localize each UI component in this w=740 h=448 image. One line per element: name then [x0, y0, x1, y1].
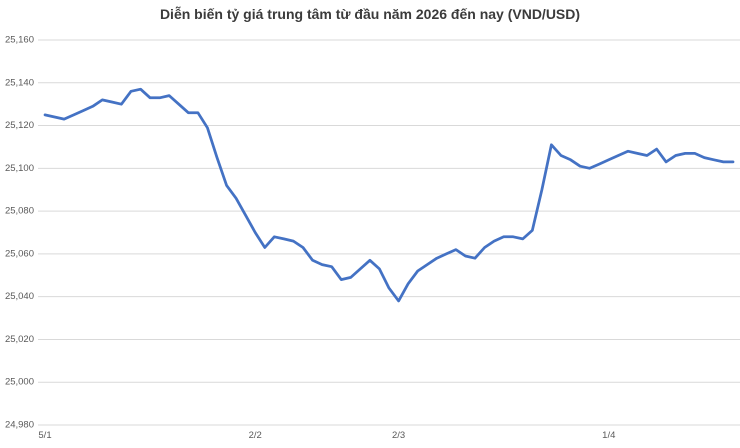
line-series: [43, 87, 735, 303]
y-axis-tick-label: 25,160: [5, 35, 34, 46]
y-axis-tick-label: 25,100: [5, 163, 34, 174]
y-axis-tick-label: 24,980: [5, 420, 34, 431]
y-axis-tick-label: 25,060: [5, 248, 34, 259]
x-axis-tick-label: 5/1: [38, 430, 51, 441]
y-axis-tick-label: 25,020: [5, 334, 34, 345]
gridlines: [38, 39, 740, 426]
y-axis-tick-label: 25,040: [5, 291, 34, 302]
y-axis-tick-label: 25,120: [5, 120, 34, 131]
y-axis-tick-label: 25,140: [5, 77, 34, 88]
exchange-rate-line: [43, 87, 735, 303]
chart-title: Diễn biến tỷ giá trung tâm từ đầu năm 20…: [160, 6, 580, 22]
x-axis-tick-label: 1/4: [602, 430, 615, 441]
y-axis-tick-label: 25,080: [5, 206, 34, 217]
x-axis-labels: 5/1 2/2 2/3 1/4: [38, 430, 615, 441]
y-axis-tick-label: 25,000: [5, 377, 34, 388]
x-axis-tick-label: 2/3: [392, 430, 405, 441]
x-axis-tick-label: 2/2: [249, 430, 262, 441]
y-axis-labels: 25,160 25,140 25,120 25,100 25,080 25,060 25,0…: [5, 35, 34, 431]
